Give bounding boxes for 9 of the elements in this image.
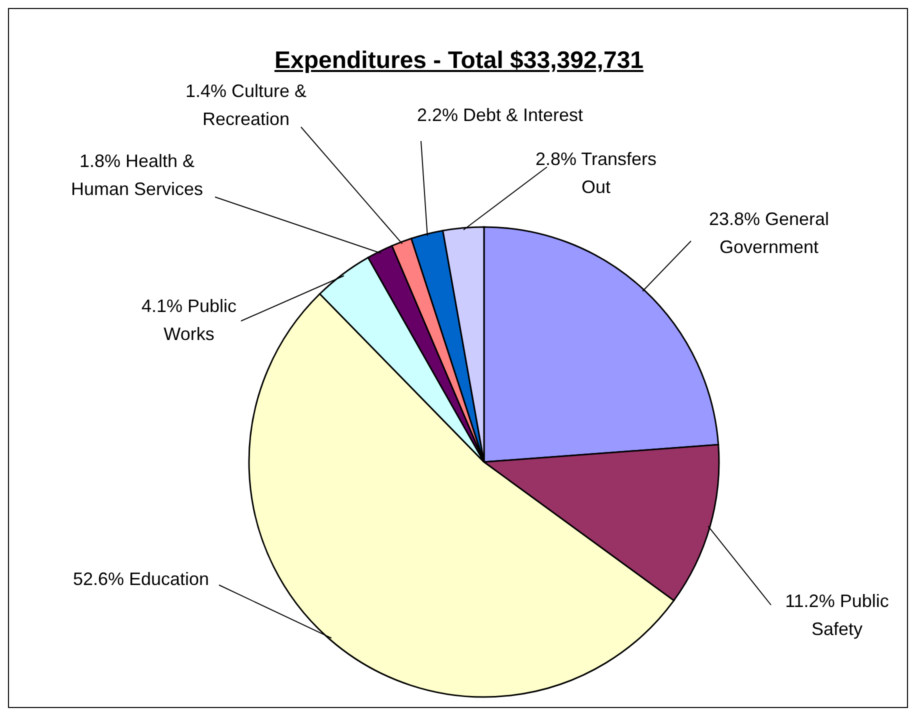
slice-label: 2.2% Debt & Interest (416, 105, 584, 125)
slice-label: 1.8% Health & Human Services (70, 151, 204, 199)
slice-label: 11.2% Public Safety (785, 591, 889, 639)
slice-label: 1.4% Culture & Recreation (185, 81, 307, 129)
slice-label: 2.8% Transfers Out (535, 149, 657, 197)
slice-label: 52.6% Education (72, 569, 210, 589)
slice-label: 4.1% Public Works (141, 296, 237, 344)
slice-label: 23.8% General Government (708, 209, 830, 257)
chart-title: Expenditures - Total $33,392,731 (273, 47, 645, 75)
